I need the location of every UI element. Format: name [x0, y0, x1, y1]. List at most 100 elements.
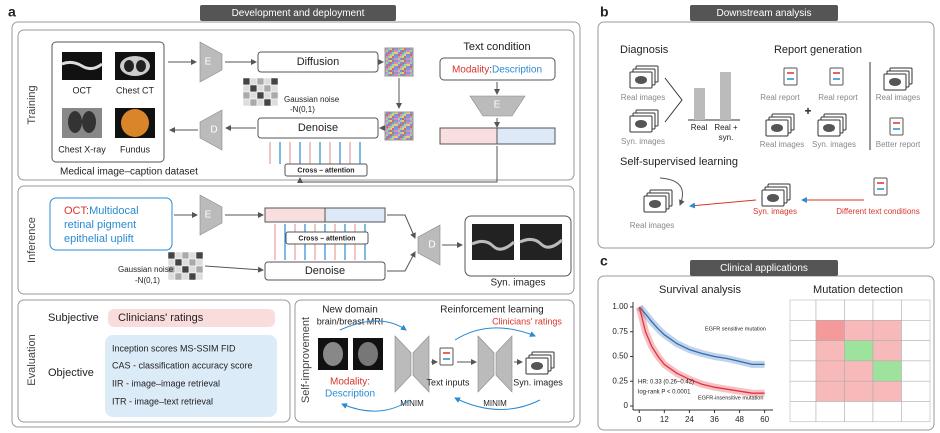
report-icon: [829, 67, 844, 86]
noise-grid-cell: [270, 77, 279, 86]
matrix-cell: [844, 380, 874, 402]
section-title: Diagnosis: [620, 44, 669, 56]
y-tick-label: 1.00: [612, 302, 628, 311]
arrow: [339, 320, 407, 331]
noise-grid-cell: [242, 77, 251, 86]
real-image-stack-content: [889, 78, 901, 86]
attention-label: Cross – attention: [297, 167, 354, 174]
noise-grid-cell: [195, 258, 204, 267]
survival-curve: [638, 306, 765, 366]
subjective-label: Subjective: [48, 312, 99, 324]
matrix-cell: [789, 340, 817, 362]
real-image-stack-content: [635, 76, 647, 84]
matrix-cell: [815, 360, 845, 382]
panel-border: [597, 21, 935, 249]
noise-grid-cell: [263, 84, 272, 93]
text-encoder-label: E: [494, 100, 501, 111]
annotation: log-rank P < 0.0001: [638, 390, 691, 396]
xray-lung: [82, 111, 96, 133]
model-block: [495, 335, 513, 393]
encoder-label: E: [205, 210, 212, 221]
matrix-cell: [872, 380, 902, 402]
ratings-label: Clinicians' ratings: [492, 316, 562, 326]
denoise-box: [257, 117, 379, 139]
section-label: Inference: [26, 217, 38, 263]
noise-grid-cell: [249, 77, 258, 86]
image-caption: Chest X-ray: [58, 144, 106, 154]
description-label: Description: [325, 389, 375, 400]
matrix-cell: [789, 380, 817, 402]
self-improvement-box: [294, 299, 575, 423]
evaluation-box: [17, 299, 291, 423]
noise-image: [384, 111, 414, 141]
y-tick-label: 0.50: [612, 352, 628, 361]
noise-grid-cell: [249, 91, 258, 100]
report-icon: [783, 67, 798, 86]
prompt-line: retinal pigment: [64, 219, 136, 231]
text-encoder: [469, 95, 526, 117]
x-tick-label: 24: [685, 415, 694, 424]
new-domain-label: brain/breast MRI: [317, 316, 384, 326]
report-icon: [439, 347, 454, 366]
y-tick-label: 0.25: [612, 376, 628, 385]
decoder: [199, 109, 223, 151]
matrix-cell: [872, 340, 902, 362]
dataset-box: [51, 41, 165, 163]
encoder: [199, 41, 223, 83]
matrix-cell: [844, 401, 874, 423]
noise-image: [384, 47, 414, 77]
prompt-line: OCT:Multidocal: [64, 205, 139, 217]
item-label: Better report: [876, 140, 921, 149]
panel-label: b: [600, 4, 609, 20]
noise-grid-cell: [174, 251, 183, 260]
bar-icon: [720, 72, 731, 120]
section-title: Report generation: [774, 44, 862, 56]
embedding-part: [264, 207, 326, 223]
matrix-cell: [789, 401, 817, 423]
noise-grid-cell: [181, 251, 190, 260]
embedding-part: [439, 127, 498, 145]
noise-label: -N(0,1): [290, 105, 315, 114]
y-tick-label: 0: [624, 401, 629, 410]
noise-grid-cell: [256, 91, 265, 100]
noise-grid-cell: [249, 84, 258, 93]
oct-layer: [471, 239, 516, 251]
condition-text: Modality:Description: [452, 64, 542, 75]
section-title: Mutation detection: [813, 284, 903, 296]
noise-grid-cell: [242, 84, 251, 93]
prompt-line: epithelial uplift: [64, 233, 134, 245]
subjective-box: [108, 309, 275, 327]
x-tick-label: 60: [760, 415, 769, 424]
noise-grid-cell: [181, 272, 190, 281]
noise-label: -N(0,1): [135, 276, 160, 285]
subjective-metric: Clinicians' ratings: [118, 312, 204, 324]
diffusion-label: Diffusion: [297, 56, 340, 68]
matrix-cell: [815, 380, 845, 402]
bar-label: Real: [691, 123, 708, 132]
model-block: [394, 335, 412, 393]
output-label: Syn. images: [490, 278, 545, 289]
arrow: [387, 251, 416, 272]
bar-label: syn.: [719, 133, 734, 142]
real-image-stack-content: [771, 124, 783, 132]
matrix-cell: [844, 320, 874, 341]
matrix-cell: [872, 299, 902, 321]
y-tick-label: 0.75: [612, 327, 628, 336]
new-domain-label: New domain: [322, 305, 378, 316]
prompt-line-part: :: [86, 205, 89, 217]
attention-label: Cross – attention: [298, 235, 355, 242]
x-tick-label: 48: [735, 415, 744, 424]
denoise-label: Denoise: [305, 265, 345, 277]
panel-title: Clinical applications: [720, 263, 808, 274]
item-label: Real images: [630, 221, 674, 230]
syn-images-label: Syn. images: [513, 377, 563, 387]
arrow: [659, 177, 685, 206]
annotation: HR: 0.33 (0.26–0.42): [638, 380, 694, 386]
arrow: [387, 214, 416, 239]
plus: +: [804, 104, 811, 118]
noise-grid-cell: [188, 251, 197, 260]
matrix-cell: [844, 340, 874, 362]
noise-grid-cell: [270, 98, 279, 107]
